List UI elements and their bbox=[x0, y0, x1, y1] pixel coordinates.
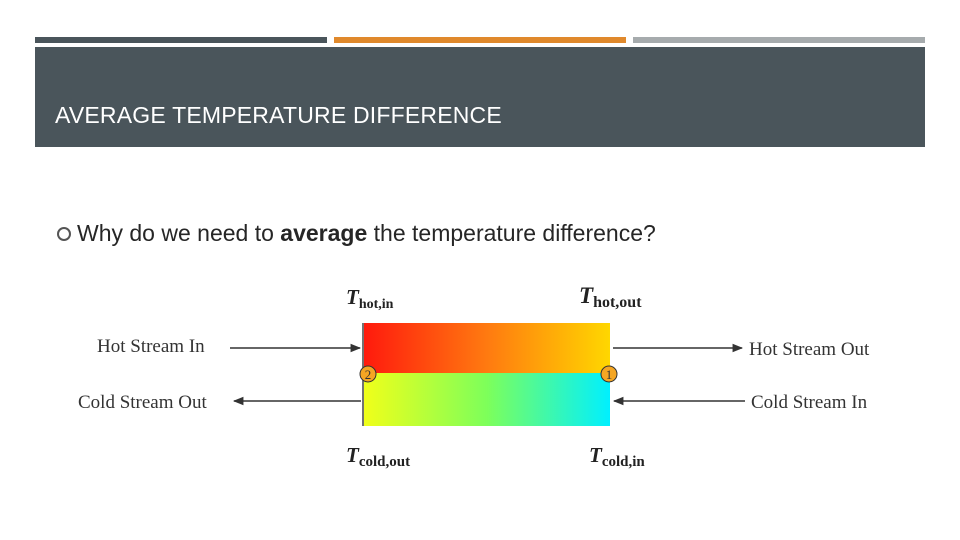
bullet-text-end: the temperature difference? bbox=[367, 220, 656, 246]
bullet-text: Why do we need to average the temperatur… bbox=[77, 220, 656, 247]
t-cold-in-symbol: Tcold,in bbox=[589, 443, 645, 470]
hot-stream-block bbox=[364, 323, 610, 373]
accent-bar-right bbox=[633, 37, 925, 43]
t-cold-out-symbol: Tcold,out bbox=[346, 443, 410, 470]
ring-bullet-icon bbox=[57, 226, 71, 241]
title-banner: AVERAGE TEMPERATURE DIFFERENCE bbox=[35, 47, 925, 147]
hot-stream-out-label: Hot Stream Out bbox=[749, 339, 870, 360]
slide-title: AVERAGE TEMPERATURE DIFFERENCE bbox=[55, 102, 502, 128]
accent-bar-middle bbox=[334, 37, 626, 43]
hot-stream-in-label: Hot Stream In bbox=[97, 336, 205, 357]
cold-stream-out-label: Cold Stream Out bbox=[78, 392, 207, 413]
bullet-emphasis: average bbox=[280, 220, 368, 246]
point-1-label: 1 bbox=[606, 367, 613, 382]
point-2-marker: 2 bbox=[359, 365, 377, 383]
cold-stream-block bbox=[364, 373, 610, 426]
cold-stream-in-label: Cold Stream In bbox=[751, 392, 868, 413]
t-hot-out-symbol: Thot,out bbox=[579, 283, 642, 311]
point-1-marker: 1 bbox=[600, 365, 618, 383]
accent-bar-left bbox=[35, 37, 327, 43]
bullet-text-start: Why do we need to bbox=[77, 220, 281, 246]
point-2-label: 2 bbox=[365, 367, 372, 382]
bullet-item: Why do we need to average the temperatur… bbox=[57, 220, 656, 247]
t-hot-in-symbol: Thot,in bbox=[346, 285, 394, 312]
